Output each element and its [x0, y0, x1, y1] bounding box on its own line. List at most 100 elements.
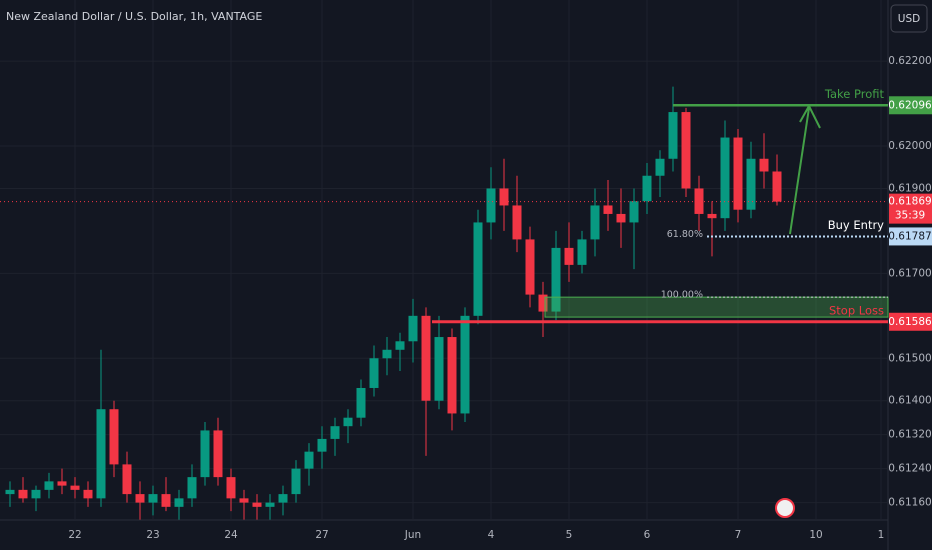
x-tick-label: 1 — [878, 529, 885, 541]
fib-label: 61.80% — [667, 229, 703, 240]
level-price: 0.61586 — [888, 316, 932, 328]
x-tick-label: 4 — [488, 529, 495, 541]
x-tick-label: 27 — [315, 529, 328, 541]
candle-body — [18, 489, 28, 499]
candle-body — [70, 485, 80, 490]
candle-body — [525, 239, 535, 295]
level-price: 0.62096 — [888, 99, 932, 111]
candle-body — [538, 294, 548, 312]
candle-body — [174, 498, 184, 507]
last-price-label: 0.61869 — [888, 196, 931, 208]
drawings: 61.80% 100.00% Take Profit Buy Entry Stop Lo… — [0, 87, 889, 324]
candle-body — [343, 417, 353, 427]
candle-body — [460, 315, 470, 414]
candles — [5, 86, 782, 520]
candle-body — [31, 489, 41, 499]
candle-body — [720, 137, 730, 219]
candle-body — [213, 430, 223, 478]
candle-body — [239, 498, 249, 503]
candle-body — [382, 349, 392, 359]
candle-body — [421, 315, 431, 401]
y-tick-label: 0.61700 — [888, 267, 931, 279]
x-tick-label: 22 — [68, 529, 81, 541]
candle-body — [733, 137, 743, 210]
candle-body — [668, 112, 678, 159]
candle-body — [681, 112, 691, 189]
candle-body — [109, 409, 119, 465]
candle-body — [135, 494, 145, 503]
fib-label: 100.00% — [661, 290, 703, 301]
y-tick-label: 0.61240 — [888, 463, 931, 475]
candle-body — [512, 205, 522, 240]
candle-body — [564, 247, 574, 265]
candle-body — [122, 464, 132, 495]
currency-button[interactable] — [890, 4, 928, 33]
level-price: 0.61787 — [888, 230, 931, 242]
x-tick-label: 23 — [146, 529, 159, 541]
level-price-box — [889, 227, 932, 246]
candle-body — [304, 451, 314, 469]
candle-body — [746, 158, 756, 210]
y-tick-label: 0.61500 — [888, 352, 931, 364]
candle-body — [603, 205, 613, 214]
candle-body — [551, 247, 561, 312]
x-tick-label: 6 — [644, 529, 651, 541]
candle-body — [707, 213, 717, 219]
x-tick-label: 10 — [809, 529, 822, 541]
candle-body — [200, 430, 210, 478]
candle-body — [577, 239, 587, 265]
candle-body — [759, 158, 769, 172]
currency[interactable]: USD — [898, 13, 920, 25]
candle-body — [486, 188, 496, 223]
level-name: Take Profit — [824, 87, 885, 101]
candle-body — [96, 409, 106, 499]
candle-body — [265, 502, 275, 507]
x-tick-label: 7 — [735, 529, 742, 541]
candle-body — [291, 468, 301, 495]
candle-body — [356, 387, 366, 418]
candle-body — [655, 158, 665, 176]
candle-body — [629, 201, 639, 223]
chart-title: New Zealand Dollar / U.S. Dollar, 1h, VA… — [6, 10, 262, 23]
y-tick-label: 0.61900 — [888, 182, 931, 194]
y-tick-label: 0.61320 — [888, 429, 931, 441]
candle-body — [447, 337, 457, 414]
y-tick-label: 0.61400 — [888, 395, 931, 407]
candle-body — [499, 188, 509, 206]
candle-body — [148, 494, 158, 503]
candle-body — [252, 502, 262, 507]
countdown: 35:39 — [895, 210, 925, 222]
candle-body — [694, 188, 704, 214]
candle-body — [434, 337, 444, 401]
y-tick-label: 0.61160 — [888, 497, 931, 509]
candle-body — [616, 213, 626, 223]
candle-body — [5, 489, 15, 495]
level-name: Stop Loss — [829, 303, 884, 317]
arrow — [789, 103, 821, 235]
y-tick-label: 0.62000 — [888, 140, 931, 152]
candle-body — [408, 315, 418, 342]
candle-body — [83, 489, 93, 499]
candle-body — [590, 205, 600, 240]
level-price-box — [889, 312, 932, 331]
candle-body — [44, 481, 54, 490]
candle-body — [317, 438, 327, 452]
event-icon[interactable] — [775, 498, 795, 518]
candle-body — [330, 426, 340, 439]
candle-body — [57, 481, 67, 486]
candle-body — [395, 341, 405, 350]
candle-body — [369, 358, 379, 388]
candle-body — [473, 222, 483, 316]
candle-body — [187, 477, 197, 499]
y-tick-label: 0.62200 — [888, 55, 931, 67]
candle-body — [642, 175, 652, 202]
candle-body — [772, 171, 782, 202]
candle-body — [278, 494, 288, 503]
x-tick-label: 24 — [224, 529, 238, 541]
level-name: Buy Entry — [828, 218, 884, 232]
candle-body — [161, 494, 171, 507]
level-price-box — [889, 96, 932, 115]
